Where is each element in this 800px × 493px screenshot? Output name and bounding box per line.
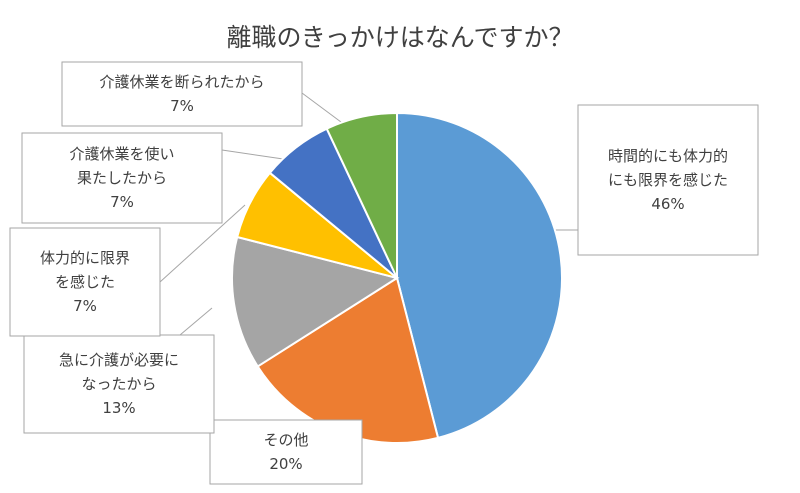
- category-label: 介護休業を断られたから: [99, 73, 264, 91]
- percent-label: 7%: [170, 97, 194, 115]
- pie-slices: [230, 111, 563, 445]
- category-label: なったから: [81, 375, 156, 393]
- category-label: その他: [263, 431, 308, 449]
- leader-line: [159, 204, 246, 283]
- label-box: [9, 227, 161, 337]
- category-label: 介護休業を使い: [69, 145, 174, 163]
- pie-slice: [325, 111, 398, 279]
- pie-slice: [396, 111, 563, 440]
- percent-label: 20%: [269, 455, 302, 473]
- leader-line: [179, 307, 213, 336]
- category-label: を感じた: [55, 273, 115, 291]
- category-label: 時間的にも体力的: [608, 147, 728, 165]
- category-label: 果たしたから: [77, 169, 167, 187]
- percent-label: 7%: [73, 297, 97, 315]
- category-label: 急に介護が必要に: [59, 351, 179, 369]
- label-box: [23, 334, 215, 434]
- percent-label: 46%: [651, 195, 684, 213]
- percent-label: 13%: [102, 399, 135, 417]
- chart-title: 離職のきっかけはなんですか？: [226, 23, 573, 52]
- label-box: [21, 132, 223, 224]
- label-box: [61, 61, 303, 127]
- leader-line: [221, 149, 291, 161]
- percent-label: 7%: [110, 193, 134, 211]
- pie-slice: [230, 235, 400, 368]
- label-box: [209, 419, 363, 485]
- category-label: 体力的に限界: [40, 249, 130, 267]
- leader-lines: [159, 92, 578, 421]
- category-label: にも限界を感じた: [608, 171, 728, 189]
- leader-line: [301, 92, 346, 126]
- label-box: [577, 104, 759, 256]
